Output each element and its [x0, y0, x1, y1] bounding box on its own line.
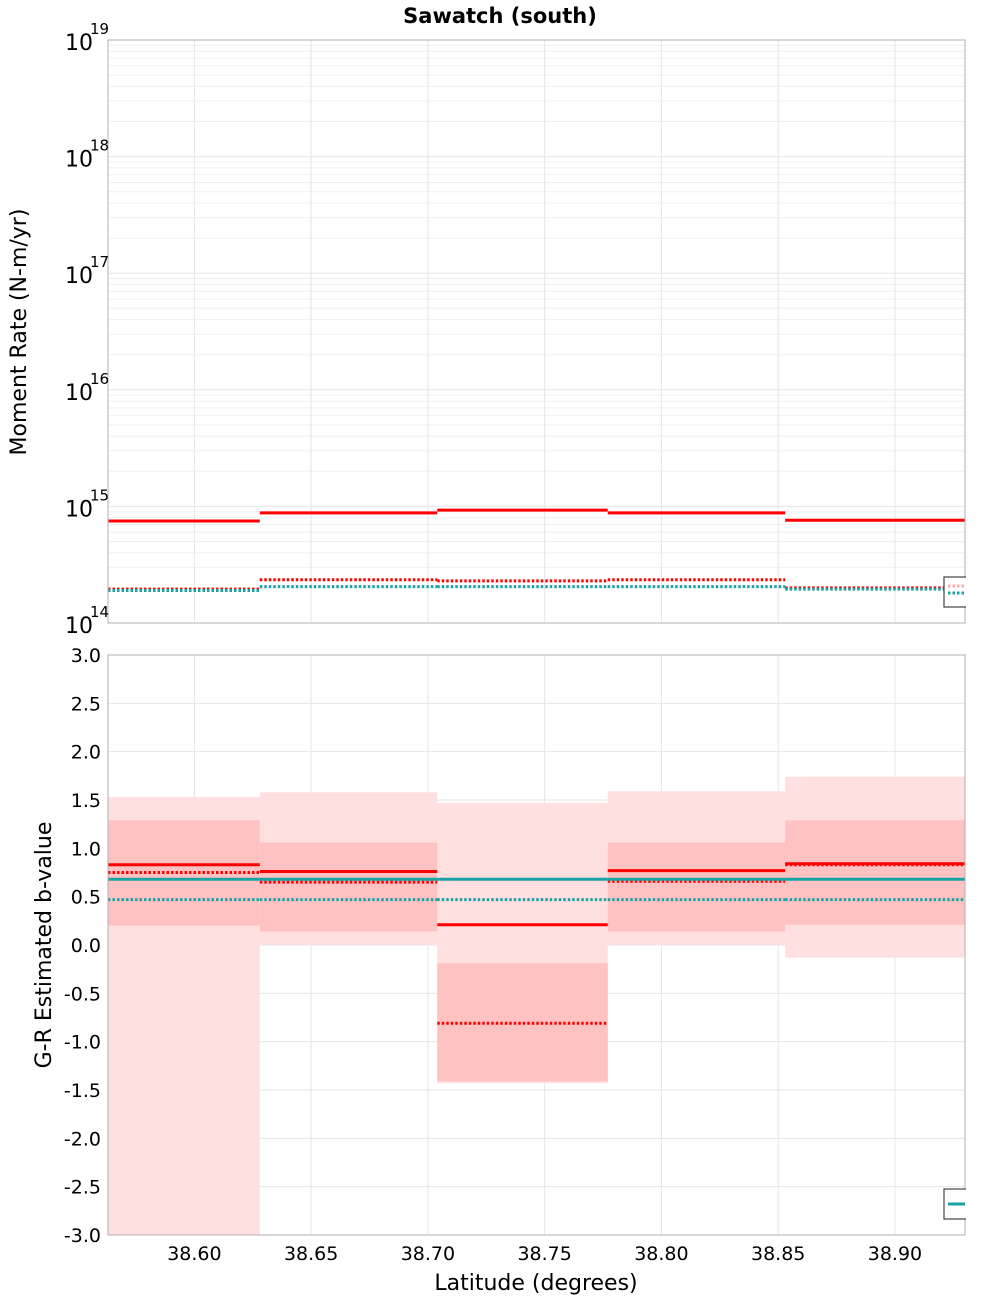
x-tick-label: 38.85 [751, 1243, 805, 1265]
y-tick-label-base: 10 [65, 31, 93, 56]
x-tick-label: 38.60 [167, 1243, 221, 1265]
y-tick-label-exponent: 18 [90, 137, 109, 155]
y-tick-label: -1.5 [64, 1080, 101, 1102]
y-tick-label: -1.0 [64, 1032, 101, 1054]
right-margin-mask [966, 0, 1000, 1300]
b-value-y-axis-label: G-R Estimated b-value [32, 822, 57, 1069]
y-tick-label: -0.5 [64, 983, 101, 1005]
y-tick-label-base: 10 [65, 614, 93, 639]
y-tick-label-exponent: 16 [90, 370, 109, 388]
y-tick-label-base: 10 [65, 264, 93, 289]
y-tick-label: -2.5 [64, 1177, 101, 1199]
y-tick-label: 2.5 [71, 693, 101, 715]
y-tick-label: 3.0 [71, 645, 101, 667]
inner-confidence-band [259, 842, 438, 932]
y-tick-label-exponent: 14 [90, 603, 109, 621]
inner-confidence-band [607, 842, 786, 932]
y-tick-label-exponent: 15 [90, 486, 109, 504]
x-tick-label: 38.90 [868, 1243, 922, 1265]
y-tick-label: -3.0 [64, 1225, 101, 1247]
x-tick-label: 38.65 [284, 1243, 338, 1265]
x-tick-label: 38.70 [401, 1243, 455, 1265]
x-tick-label: 38.80 [634, 1243, 688, 1265]
y-tick-label-exponent: 19 [90, 20, 109, 38]
moment-rate-legend [943, 576, 975, 608]
y-tick-label-exponent: 17 [90, 253, 109, 271]
x-tick-label: 38.75 [517, 1243, 571, 1265]
moment-rate-plot-frame [107, 39, 966, 624]
b-value-panel: -3.0 -2.5 -2.0 -1.5 -1.0 -0.5 0.0 0.5 1.0 1.5 2.0 2… [64, 645, 975, 1265]
y-tick-label: 1.0 [71, 838, 101, 860]
x-axis-label: Latitude (degrees) [434, 1271, 637, 1296]
y-tick-label: 0.5 [71, 887, 101, 909]
y-tick-label-base: 10 [65, 497, 93, 522]
y-tick-label: 1.5 [71, 790, 101, 812]
y-tick-label-base: 10 [65, 148, 93, 173]
chart-title: Sawatch (south) [403, 4, 597, 28]
y-tick-label-base: 10 [65, 381, 93, 406]
y-tick-label: -2.0 [64, 1128, 101, 1150]
y-tick-label: 2.0 [71, 742, 101, 764]
y-tick-label: 0.0 [71, 935, 101, 957]
moment-rate-y-axis-label: Moment Rate (N-m/yr) [7, 209, 32, 456]
b-value-plot-frame [107, 654, 966, 1236]
inner-confidence-band [785, 820, 965, 925]
